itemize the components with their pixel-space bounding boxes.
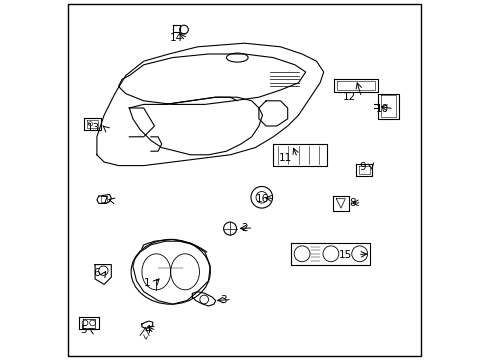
Text: 14: 14 (169, 33, 182, 43)
Text: 10: 10 (375, 104, 387, 114)
Text: 5: 5 (81, 325, 87, 336)
Text: 9: 9 (359, 162, 366, 172)
Text: 4: 4 (144, 325, 151, 336)
Text: 16: 16 (255, 194, 268, 204)
Text: 3: 3 (220, 294, 226, 305)
Text: 2: 2 (241, 223, 247, 233)
Text: 1: 1 (143, 278, 150, 288)
Text: 12: 12 (342, 92, 355, 102)
Text: 15: 15 (339, 249, 352, 260)
Text: 8: 8 (349, 198, 355, 208)
Text: 6: 6 (93, 268, 99, 278)
Text: 13: 13 (86, 123, 100, 133)
Text: 11: 11 (278, 153, 291, 163)
Text: 7: 7 (101, 195, 107, 206)
